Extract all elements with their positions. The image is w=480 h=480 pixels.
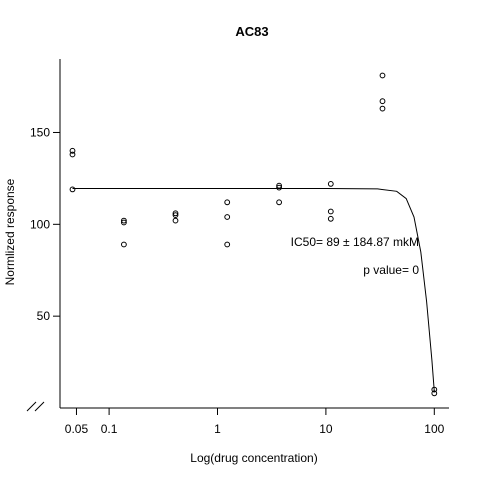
fit-curve-line: [72, 188, 435, 392]
data-point: [69, 147, 76, 154]
x-axis-ticks: 0.05 0.1 1 10 100: [65, 408, 445, 436]
data-point: [172, 217, 179, 224]
data-point: [224, 199, 231, 206]
y-tick-label: 50: [37, 309, 51, 323]
data-point: [121, 217, 127, 224]
data-point: [379, 98, 386, 105]
data-point: [379, 72, 386, 79]
data-point: [276, 182, 283, 189]
data-point: [172, 212, 179, 219]
data-point: [172, 210, 179, 217]
ic50-annotation: IC50= 89 ± 184.87 mkM: [291, 235, 419, 249]
y-axis-label: Normlized response: [3, 178, 17, 285]
axis-break-slash-2: [34, 401, 45, 412]
x-tick-label: 0.1: [101, 422, 118, 436]
chart-title: AC83: [235, 24, 268, 39]
p-value-annotation: p value= 0: [363, 263, 419, 277]
data-point: [431, 386, 438, 393]
data-point: [121, 219, 127, 226]
data-point: [224, 241, 231, 248]
axis-break-slash-1: [26, 401, 37, 412]
y-axis-ticks: 50 100 150: [30, 125, 60, 323]
x-tick-label: 10: [319, 422, 333, 436]
x-axis-label: Log(drug concentration): [190, 451, 317, 465]
data-point: [276, 199, 283, 206]
x-tick-label: 0.05: [65, 422, 89, 436]
data-point: [276, 184, 283, 191]
x-tick-label: 1: [214, 422, 221, 436]
data-point: [327, 208, 334, 215]
data-point: [224, 214, 231, 220]
axis-break-marks: [26, 401, 45, 412]
y-tick-label: 150: [30, 125, 50, 139]
x-tick-label: 100: [424, 422, 444, 436]
data-point: [327, 215, 334, 222]
data-point: [431, 390, 438, 397]
data-point: [121, 241, 127, 248]
data-point: [379, 105, 386, 112]
y-tick-label: 100: [30, 217, 50, 231]
data-points: [69, 72, 438, 397]
data-point: [69, 151, 76, 158]
data-point: [327, 181, 334, 187]
data-point: [69, 186, 76, 193]
